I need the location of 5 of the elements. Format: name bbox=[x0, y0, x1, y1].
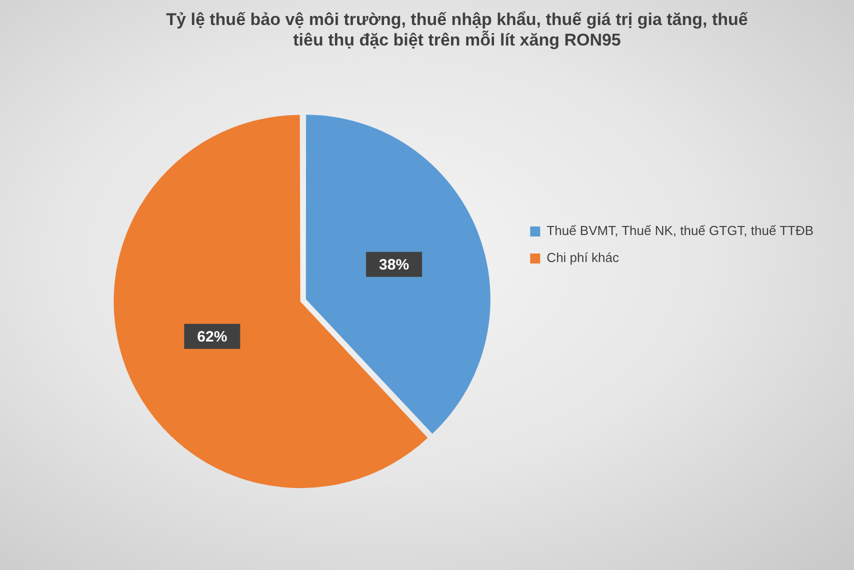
data-label: 62% bbox=[197, 328, 228, 346]
legend-label: Thuế BVMT, Thuế NK, thuế GTGT, thuế TTĐB bbox=[546, 223, 814, 238]
chart-title: Tỷ lệ thuế bảo vệ môi trường, thuế nhập khẩu, thuế giá trị gia tăng, thuế tiêu thụ đặc biệt trên mỗi lít xăng RON95 bbox=[166, 10, 748, 50]
legend-label: Chi phí khác bbox=[546, 250, 620, 266]
data-label: 38% bbox=[379, 256, 410, 274]
